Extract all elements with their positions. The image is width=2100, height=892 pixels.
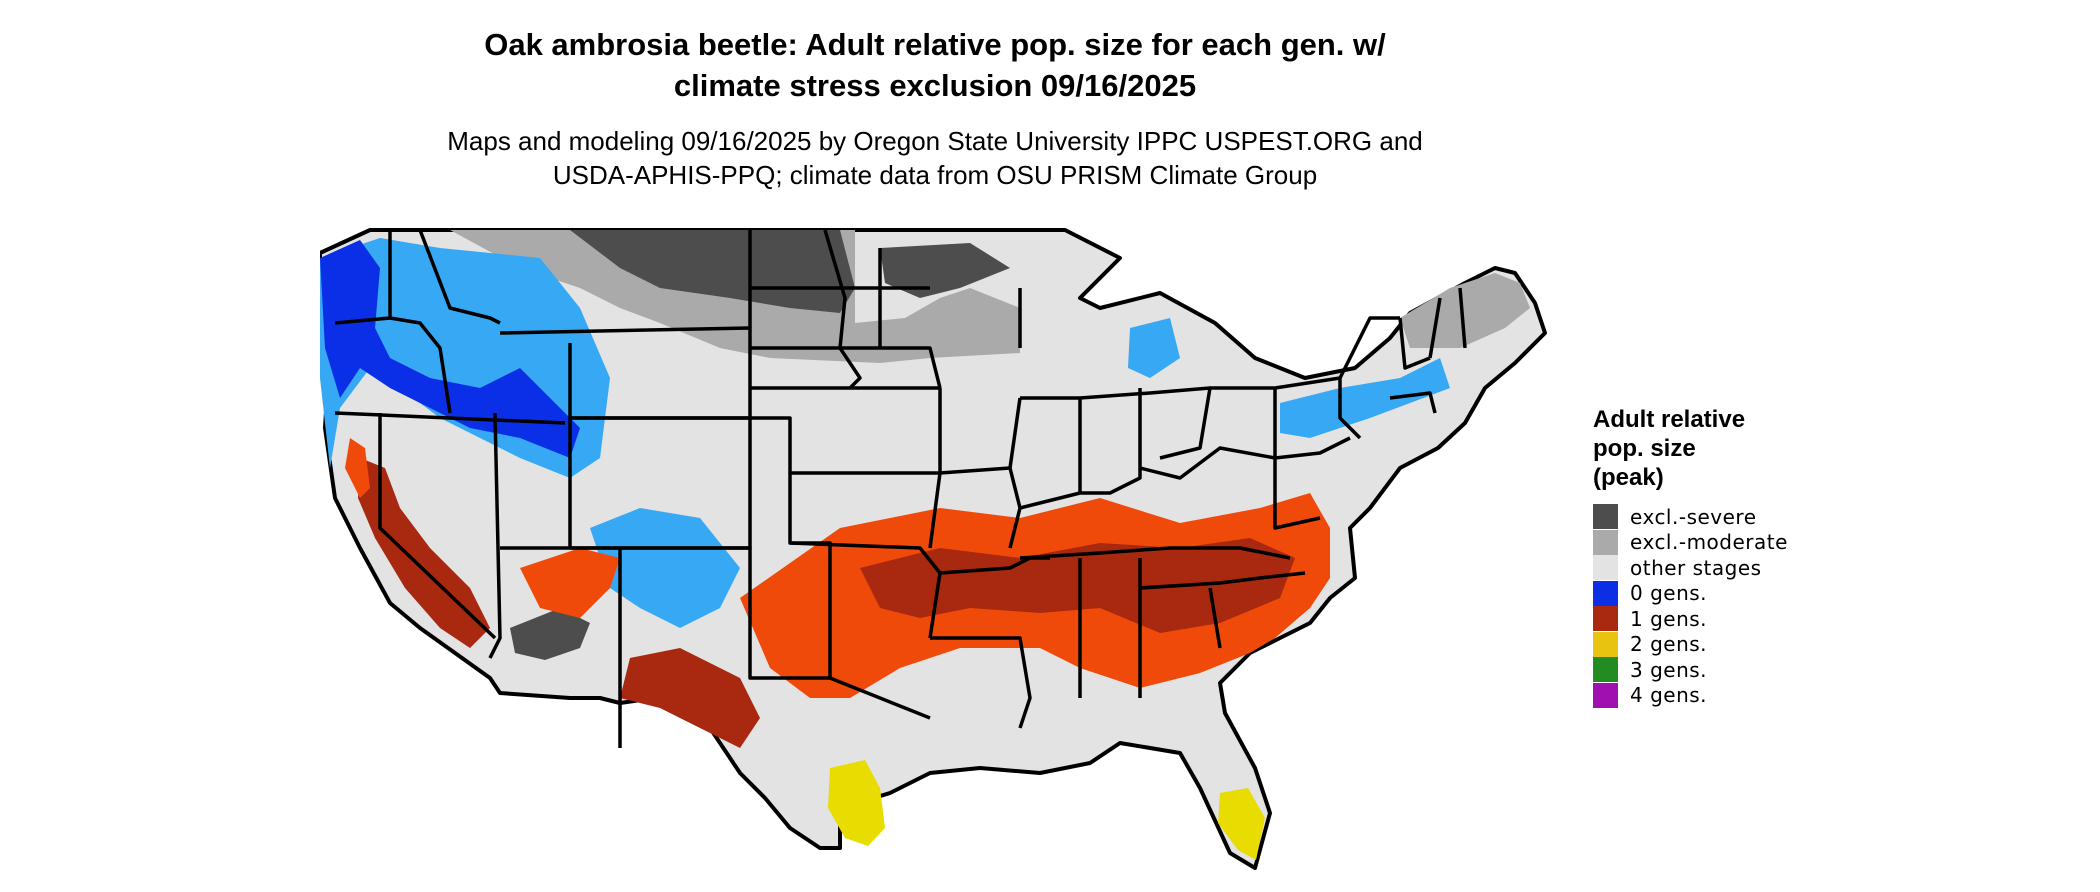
legend-label-1-gens: 1 gens. <box>1630 606 1708 631</box>
legend-swatch-other-stages <box>1593 555 1618 581</box>
legend-item-0-gens: 0 gens. <box>1593 580 1833 607</box>
legend-item-4-gens: 4 gens. <box>1593 682 1833 709</box>
zone-gen2-texas <box>828 760 885 846</box>
legend-label-other-stages: other stages <box>1630 555 1762 580</box>
zone-gen0-light-mi <box>1128 318 1180 378</box>
zone-gen1-orange-sw <box>520 548 620 618</box>
legend-swatch-0-gens <box>1593 580 1618 606</box>
title-line-1: Oak ambrosia beetle: Adult relative pop.… <box>484 27 1386 62</box>
legend-swatch-1-gens <box>1593 606 1618 632</box>
legend-label-excl-severe: excl.-severe <box>1630 504 1757 529</box>
legend-title: Adult relative pop. size (peak) <box>1593 405 1833 492</box>
state-borders <box>334 229 1467 748</box>
legend-label-2-gens: 2 gens. <box>1630 632 1708 657</box>
legend-item-excl-severe: excl.-severe <box>1593 504 1833 530</box>
zone-gen1-dark-nm <box>620 648 760 748</box>
map-subtitle: Maps and modeling 09/16/2025 by Oregon S… <box>340 124 1530 192</box>
legend-title-line-2: pop. size <box>1593 435 1696 462</box>
zone-gen0-dark-west <box>320 240 580 458</box>
legend-item-other-stages: other stages <box>1593 555 1833 581</box>
legend-label-4-gens: 4 gens. <box>1630 683 1708 708</box>
legend: Adult relative pop. size (peak) excl.-se… <box>1593 405 1833 708</box>
map-title: Oak ambrosia beetle: Adult relative pop.… <box>340 24 1530 106</box>
legend-item-3-gens: 3 gens. <box>1593 657 1833 683</box>
legend-label-0-gens: 0 gens. <box>1630 581 1708 606</box>
subtitle-line-2: USDA-APHIS-PPQ; climate data from OSU PR… <box>552 160 1318 190</box>
zone-gen0-light-ne <box>1280 358 1450 438</box>
legend-title-line-1: Adult relative <box>1593 406 1746 433</box>
legend-item-excl-moderate: excl.-moderate <box>1593 529 1833 556</box>
zone-gen0-light-co <box>590 508 740 628</box>
legend-item-1-gens: 1 gens. <box>1593 606 1833 632</box>
zone-severe-mi <box>880 243 1010 298</box>
legend-swatch-excl-severe <box>1593 504 1618 530</box>
legend-swatch-3-gens <box>1593 657 1618 683</box>
legend-label-3-gens: 3 gens. <box>1630 657 1708 682</box>
zone-severe-az <box>510 608 590 660</box>
legend-title-line-3: (peak) <box>1593 464 1664 491</box>
zone-gen1-dark-south <box>860 538 1295 633</box>
zone-gen1-orange-ca <box>345 438 370 498</box>
zone-severe-north <box>570 230 855 313</box>
zone-moderate-east <box>1400 273 1530 348</box>
legend-items: excl.-severe excl.-moderate other stages… <box>1593 504 1833 708</box>
us-map <box>320 228 1547 870</box>
title-line-2: climate stress exclusion 09/16/2025 <box>673 68 1197 103</box>
zone-gen2-florida <box>1218 788 1265 860</box>
legend-label-excl-moderate: excl.-moderate <box>1630 530 1788 555</box>
legend-swatch-4-gens <box>1593 682 1618 708</box>
legend-item-2-gens: 2 gens. <box>1593 631 1833 658</box>
legend-swatch-excl-moderate <box>1593 529 1618 555</box>
legend-swatch-2-gens <box>1593 631 1618 657</box>
subtitle-line-1: Maps and modeling 09/16/2025 by Oregon S… <box>447 126 1423 156</box>
